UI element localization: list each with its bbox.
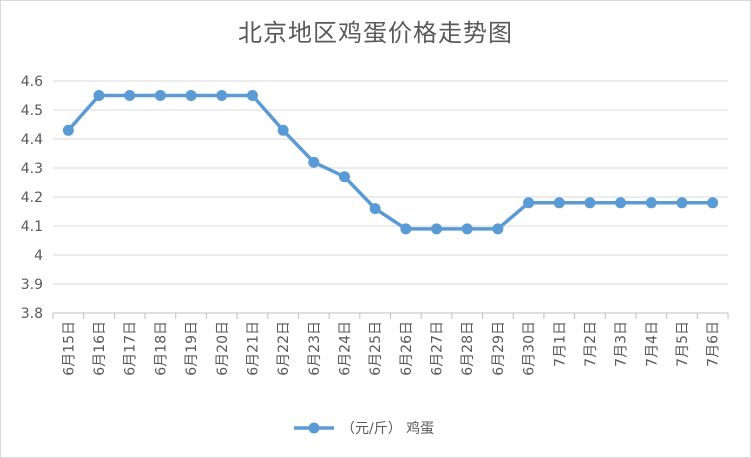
data-point [615, 197, 627, 209]
data-point [645, 197, 657, 209]
data-point [93, 90, 105, 101]
legend: （元/斤） 鸡蛋 [294, 420, 434, 437]
x-tick-label: 6月16日 [92, 321, 108, 376]
chart-title: 北京地区鸡蛋价格走势图 [238, 19, 513, 47]
legend-swatch-marker [308, 422, 320, 434]
x-tick-label: 7月3日 [614, 321, 630, 367]
grid-lines [53, 80, 728, 314]
y-tick-label: 4 [34, 248, 43, 264]
data-point [523, 197, 535, 209]
data-point [461, 223, 473, 235]
data-point [676, 197, 688, 209]
data-point [431, 223, 443, 235]
y-tick-label: 4.2 [21, 190, 43, 206]
x-tick-label: 6月24日 [337, 321, 353, 376]
data-point [308, 156, 320, 168]
data-point [124, 90, 136, 101]
series-line [66, 93, 715, 231]
data-point [62, 124, 74, 136]
data-point [216, 90, 228, 101]
x-tick-label: 6月29日 [491, 321, 507, 376]
x-tick-label: 7月4日 [644, 321, 660, 367]
y-tick-label: 4.5 [21, 103, 43, 119]
y-tick-label: 4.1 [21, 219, 43, 235]
data-point [154, 90, 166, 101]
x-tick-label: 6月15日 [61, 321, 77, 376]
data-point [246, 90, 258, 101]
series-layer [62, 90, 719, 235]
data-point [185, 90, 197, 101]
y-axis: 3.8 3.9 4 4.1 4.2 4.3 4.4 4.5 4.6 [21, 74, 43, 322]
x-tick-label: 6月25日 [368, 321, 384, 376]
data-point [400, 223, 412, 235]
x-tick-label: 6月30日 [522, 321, 538, 376]
y-tick-label: 4.4 [21, 132, 43, 148]
y-tick-label: 3.8 [21, 306, 43, 322]
data-point [369, 203, 381, 215]
x-tick-label: 7月5日 [675, 321, 691, 367]
x-tick-label: 6月18日 [153, 321, 169, 376]
legend-label: （元/斤） 鸡蛋 [341, 420, 434, 437]
data-point [492, 223, 504, 235]
y-tick-label: 4.3 [21, 161, 43, 177]
x-tick-label: 7月2日 [583, 321, 599, 367]
data-point [707, 197, 719, 209]
y-tick-label: 3.9 [21, 277, 43, 293]
data-point [338, 171, 350, 183]
x-tick-label: 6月27日 [430, 321, 446, 376]
x-tick-label: 6月21日 [245, 321, 261, 376]
y-tick-label: 4.6 [21, 74, 43, 90]
x-tick-label: 6月19日 [184, 321, 200, 376]
x-tick-label: 6月20日 [215, 321, 231, 376]
x-tick-label: 6月17日 [123, 321, 139, 376]
data-point [553, 197, 565, 209]
x-tick-label: 7月1日 [552, 321, 568, 367]
x-tick-label: 7月6日 [706, 321, 722, 367]
x-tick-label: 6月28日 [460, 321, 476, 376]
data-point [277, 124, 289, 136]
x-tick-label: 6月22日 [276, 321, 292, 376]
x-axis: 6月15日 6月16日 6月17日 6月18日 6月19日 6月20日 6月21日 6月22日… [52, 313, 729, 376]
x-tick-label: 6月23日 [307, 321, 323, 376]
x-tick-label: 6月26日 [399, 321, 415, 376]
data-point [584, 197, 596, 209]
